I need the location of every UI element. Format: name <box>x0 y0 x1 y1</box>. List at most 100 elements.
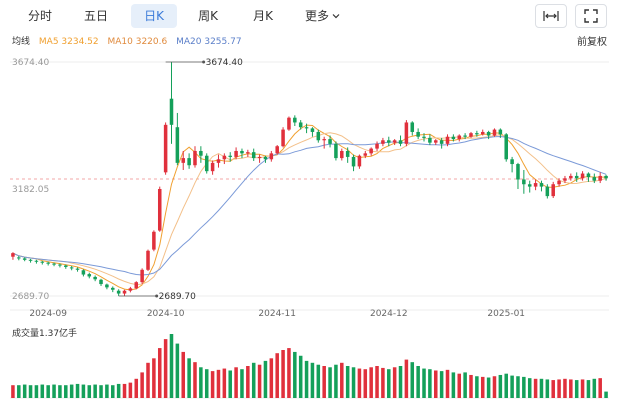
volume-bar <box>516 376 520 398</box>
tab-daily-k[interactable]: 日K <box>131 4 177 28</box>
tab-more[interactable]: 更多 <box>300 4 346 28</box>
volume-bar <box>140 372 144 398</box>
candle-body <box>216 159 221 163</box>
volume-bar <box>287 348 291 398</box>
candle-body <box>152 231 156 250</box>
volume-bar <box>269 358 274 398</box>
volume-bar <box>22 384 27 398</box>
candle-body <box>398 140 403 144</box>
volume-bar <box>592 378 597 398</box>
tab-intraday[interactable]: 分时 <box>27 9 52 23</box>
volume-bar <box>551 380 555 398</box>
candle-body <box>163 124 168 173</box>
volume-bar <box>404 359 409 398</box>
volume-bar <box>527 378 532 398</box>
candle-body <box>545 186 550 197</box>
candle-body <box>175 127 180 163</box>
candle-body <box>304 127 309 129</box>
volume-bar <box>17 385 21 398</box>
candle-body <box>357 155 362 167</box>
candle-body <box>351 156 356 167</box>
candle-body <box>316 131 321 141</box>
candle-body <box>87 274 92 277</box>
volume-bar <box>181 351 186 398</box>
volume-bar <box>475 376 479 398</box>
candle-body <box>169 98 174 125</box>
legend-title: 均线 <box>12 37 31 47</box>
volume-bar <box>146 362 150 398</box>
candle-body <box>563 178 567 181</box>
candle-body <box>410 122 415 132</box>
volume-bar <box>504 373 508 398</box>
volume-bar <box>369 367 373 398</box>
volume-bar <box>193 362 197 398</box>
candle-body <box>469 133 473 137</box>
volume-bar <box>128 382 133 398</box>
candle-body <box>363 153 368 156</box>
candle-body <box>428 137 432 143</box>
candle-body <box>392 140 397 143</box>
x-tick-label: 2024-11 <box>258 309 296 319</box>
volume-bar <box>522 376 526 398</box>
volume-bar <box>281 350 285 398</box>
candle-body <box>187 158 191 166</box>
candle-body <box>275 146 279 154</box>
tab-five-day[interactable]: 五日 <box>83 9 108 23</box>
candle-body <box>105 284 109 288</box>
candle-body <box>527 184 532 187</box>
candle-body <box>433 140 438 143</box>
candle-body <box>498 129 503 135</box>
volume-bar <box>169 334 174 398</box>
candle-body <box>463 135 467 137</box>
ma5-line <box>12 124 607 291</box>
volume-bar <box>58 385 62 398</box>
candle-body <box>574 175 579 179</box>
volume-bar <box>93 384 97 398</box>
tab-monthly-k[interactable]: 月K <box>253 9 273 23</box>
candle-body <box>234 150 238 157</box>
volume-bar <box>428 369 432 398</box>
candle-body <box>228 155 232 157</box>
volume-bar <box>34 385 39 398</box>
candle-body <box>210 162 215 172</box>
fullscreen-button[interactable] <box>575 4 607 28</box>
volume-label: 成交量1.37亿手 <box>12 329 78 339</box>
expand-horizontal-button[interactable] <box>535 4 567 28</box>
candle-body <box>181 158 186 163</box>
volume-bars <box>11 334 608 398</box>
candle-body <box>375 143 379 149</box>
volume-bar <box>557 379 561 398</box>
x-tick-label: 2024-12 <box>370 309 408 319</box>
adjust-selector[interactable]: 前复权 <box>577 37 607 48</box>
candle-body <box>128 288 133 291</box>
volume-bar <box>363 369 368 398</box>
volume-bar <box>486 377 491 398</box>
volume-bar <box>457 373 462 398</box>
volume-bar <box>228 370 232 398</box>
candle-body <box>580 173 585 179</box>
candle-body <box>310 128 315 132</box>
candle-body <box>193 150 197 166</box>
tab-weekly-k[interactable]: 周K <box>198 9 218 23</box>
volume-bar <box>463 372 467 398</box>
candle-body <box>439 140 444 144</box>
candle-body <box>451 136 456 140</box>
volume-bar <box>469 374 473 398</box>
candlestick-series <box>11 62 608 296</box>
ma-legend: 均线 MA5 3234.52 MA10 3220.6 MA20 3255.77 <box>12 34 248 47</box>
volume-bar <box>340 362 344 398</box>
volume-bar <box>69 384 74 398</box>
y-label-top: 3674.40 <box>12 58 49 68</box>
candle-body <box>322 139 326 141</box>
volume-bar <box>422 368 426 398</box>
candle-body <box>204 155 209 172</box>
candle-body <box>486 131 491 136</box>
volume-bar <box>246 366 250 398</box>
annotation-dot-min <box>155 294 159 298</box>
volume-bar <box>580 379 585 398</box>
candle-body <box>52 263 56 265</box>
volume-bar <box>11 385 15 398</box>
x-axis-ticks: 2024-09 2024-10 2024-11 2024-12 2025-01 <box>29 309 525 319</box>
volume-bar <box>116 383 121 398</box>
